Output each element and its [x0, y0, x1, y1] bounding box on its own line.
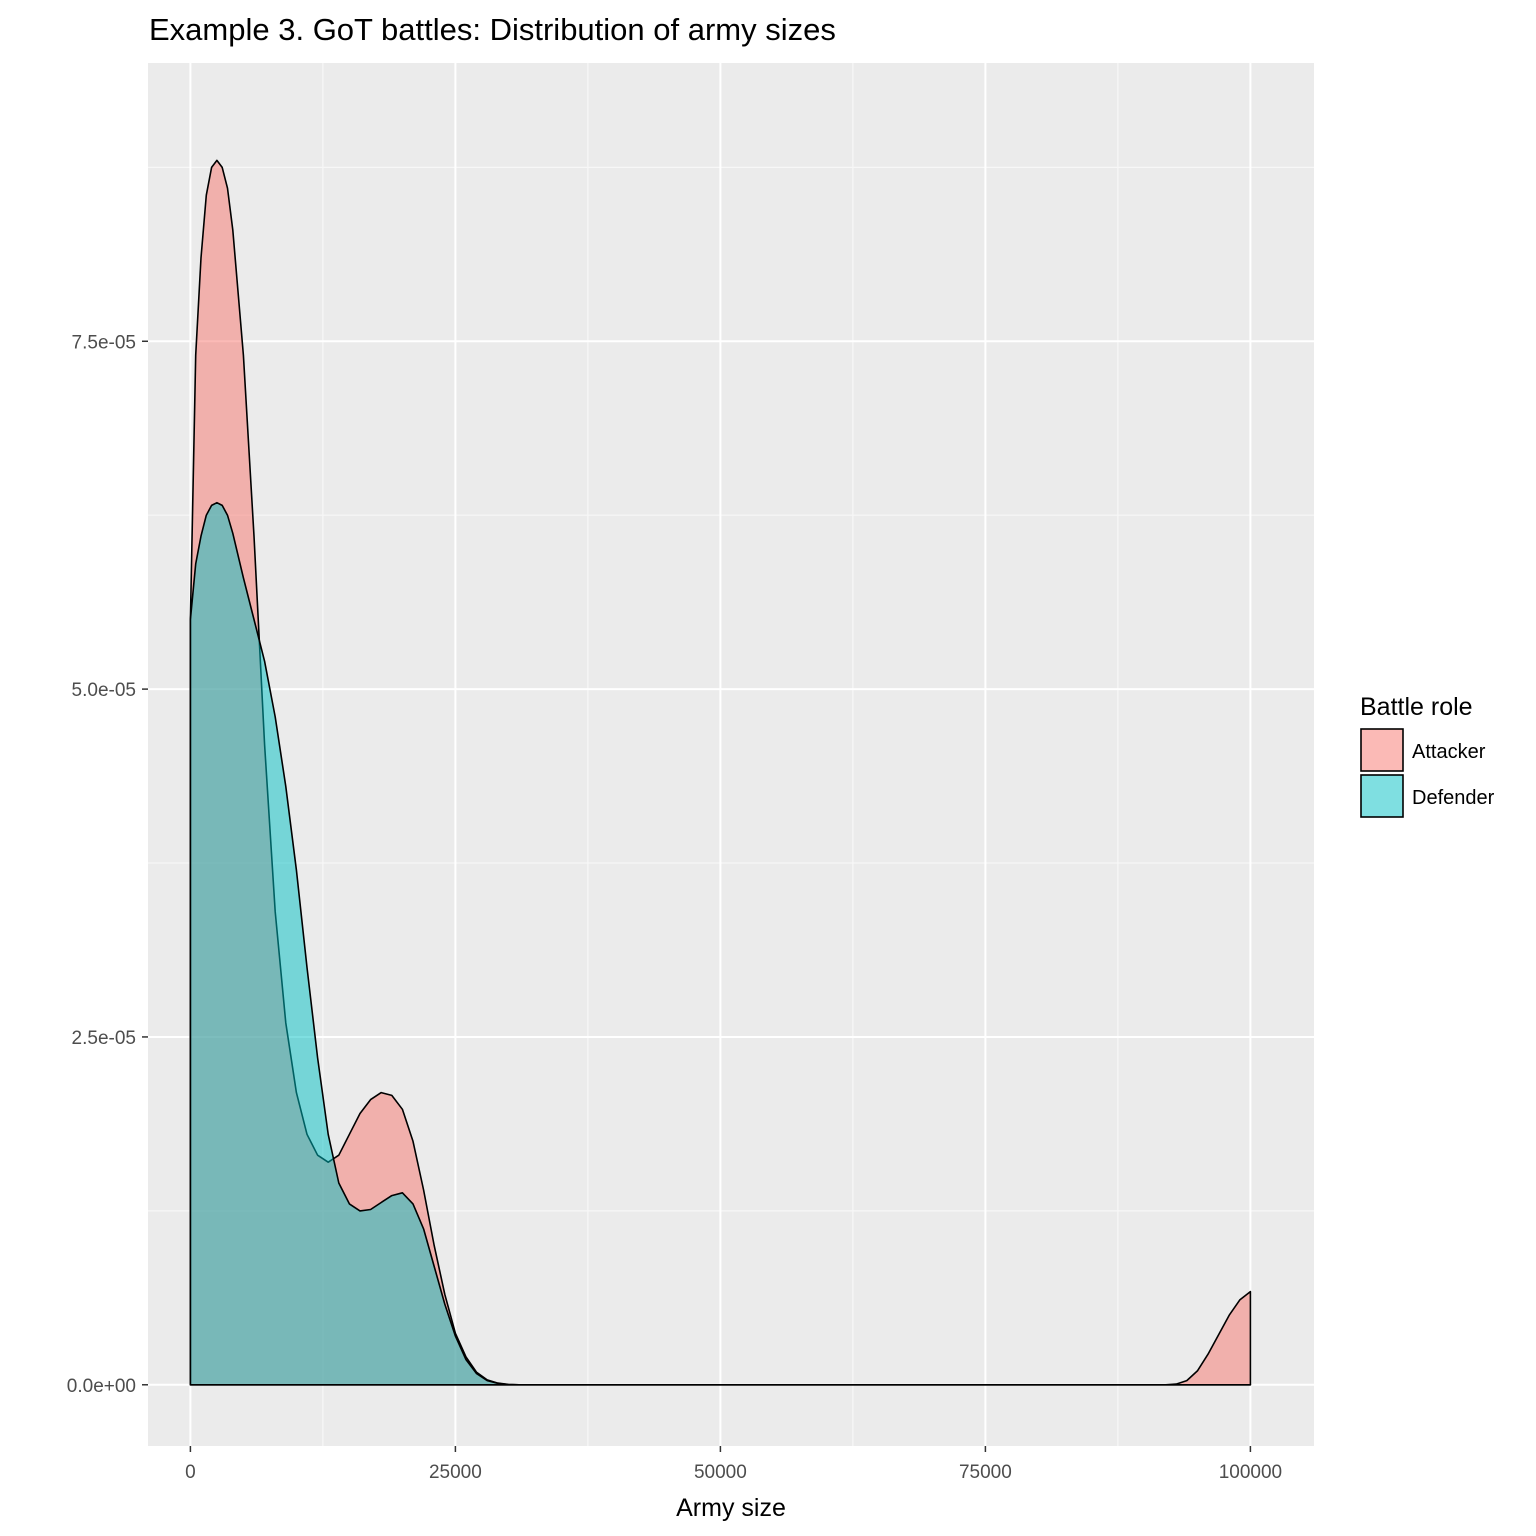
y-tick-label: 0.0e+00 [67, 1376, 136, 1397]
y-tick-label: 7.5e-05 [72, 332, 136, 353]
legend-key-attacker [1360, 728, 1404, 772]
legend-key-defender [1360, 774, 1404, 818]
x-tick-label: 0 [185, 1462, 196, 1483]
y-tick-label: 2.5e-05 [72, 1028, 136, 1049]
legend-label-defender: Defender [1412, 787, 1495, 809]
y-axis: 0.0e+00 2.5e-05 5.0e-05 7.5e-05 [67, 332, 148, 1397]
grid-minor [148, 63, 1314, 1446]
x-tick-label: 50000 [694, 1462, 747, 1483]
density-area-defender [189, 501, 1252, 1386]
y-tick-label: 5.0e-05 [72, 680, 136, 701]
legend: Battle role Attacker Defender [1360, 693, 1495, 818]
x-axis: 0 25000 50000 75000 100000 [185, 1446, 1282, 1483]
x-tick-label: 100000 [1219, 1462, 1282, 1483]
chart-title: Example 3. GoT battles: Distribution of … [149, 12, 836, 47]
density-areas [189, 159, 1252, 1386]
x-tick-label: 75000 [959, 1462, 1012, 1483]
x-axis-title: Army size [676, 1494, 786, 1522]
legend-title: Battle role [1360, 693, 1473, 721]
x-tick-label: 25000 [429, 1462, 482, 1483]
legend-label-attacker: Attacker [1412, 741, 1486, 763]
